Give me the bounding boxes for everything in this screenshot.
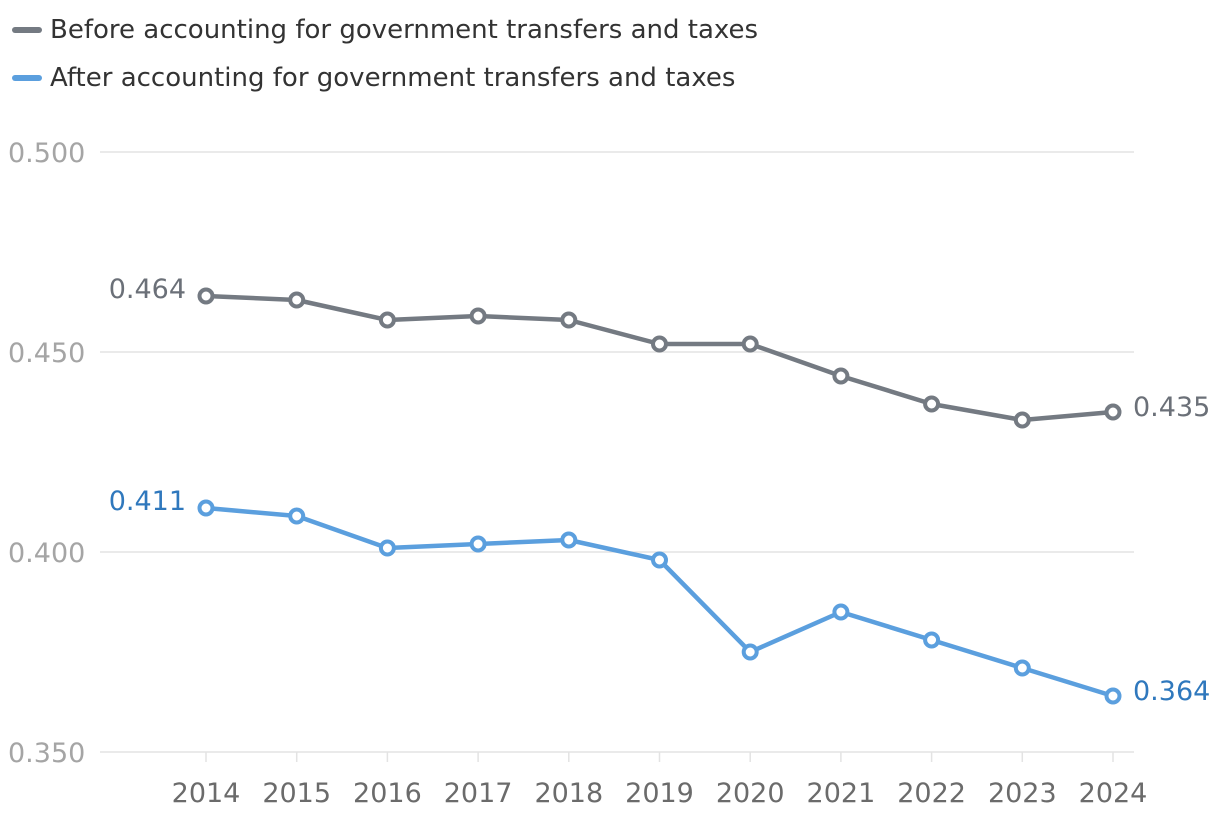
point-after-2019 bbox=[651, 551, 668, 569]
point-before-2014 bbox=[197, 287, 215, 305]
legend: Before accounting for government transfe… bbox=[12, 10, 758, 106]
point-before-2018 bbox=[560, 311, 578, 329]
point-after-2016 bbox=[378, 539, 396, 557]
start-label-before: 0.464 bbox=[109, 274, 186, 305]
x-tick-label-2023: 2023 bbox=[988, 778, 1057, 809]
x-tick-label-2018: 2018 bbox=[534, 778, 603, 809]
point-after-2017 bbox=[469, 535, 487, 553]
x-tick-label-2017: 2017 bbox=[444, 778, 513, 809]
legend-item-before: Before accounting for government transfe… bbox=[12, 10, 758, 50]
series-line-before bbox=[203, 293, 1116, 423]
point-before-2023 bbox=[1013, 411, 1031, 429]
x-tick-label-2024: 2024 bbox=[1079, 778, 1148, 809]
point-before-2019 bbox=[651, 335, 668, 353]
y-tick-label-0.400: 0.400 bbox=[8, 538, 85, 569]
legend-label-before: Before accounting for government transfe… bbox=[50, 15, 759, 45]
x-tick-label-2016: 2016 bbox=[353, 778, 422, 809]
legend-item-after: After accounting for government transfer… bbox=[12, 58, 758, 98]
y-tick-label-0.350: 0.350 bbox=[8, 738, 85, 769]
y-tick-label-0.450: 0.450 bbox=[8, 338, 85, 369]
start-label-after: 0.411 bbox=[109, 486, 186, 517]
point-before-2015 bbox=[288, 291, 306, 309]
label-layer: 0.464 0.435 0.411 0.364 bbox=[109, 274, 1211, 707]
point-after-2015 bbox=[288, 507, 306, 525]
series-layer bbox=[197, 287, 1122, 705]
y-tick-label-0.500: 0.500 bbox=[8, 138, 85, 169]
point-before-2020 bbox=[741, 335, 759, 353]
point-before-2024 bbox=[1104, 403, 1122, 421]
x-tick-label-2020: 2020 bbox=[716, 778, 785, 809]
grid-layer bbox=[100, 151, 1134, 753]
point-after-2021 bbox=[832, 603, 850, 621]
end-label-after: 0.364 bbox=[1133, 676, 1210, 707]
x-tick-label-2019: 2019 bbox=[625, 778, 694, 809]
point-after-2024 bbox=[1104, 687, 1122, 705]
legend-label-after: After accounting for government transfer… bbox=[50, 63, 736, 93]
legend-swatch-after bbox=[12, 75, 42, 81]
point-after-2014 bbox=[197, 499, 215, 517]
point-after-2022 bbox=[923, 631, 941, 649]
x-tick-label-2015: 2015 bbox=[262, 778, 331, 809]
point-before-2021 bbox=[832, 367, 850, 385]
series-line-after bbox=[203, 505, 1116, 699]
point-after-2023 bbox=[1013, 659, 1031, 677]
legend-swatch-before bbox=[12, 27, 42, 33]
point-after-2020 bbox=[741, 643, 759, 661]
x-tick-label-2014: 2014 bbox=[172, 778, 241, 809]
x-tick-label-2022: 2022 bbox=[897, 778, 966, 809]
x-tick-label-2021: 2021 bbox=[807, 778, 876, 809]
point-before-2022 bbox=[923, 395, 941, 413]
point-before-2017 bbox=[469, 307, 487, 325]
point-after-2018 bbox=[560, 531, 578, 549]
end-label-before: 0.435 bbox=[1133, 392, 1210, 423]
axis-layer: 0.500 0.450 0.400 0.350 2014 2015 2016 2017 2018… bbox=[8, 138, 1147, 809]
point-before-2016 bbox=[378, 311, 396, 329]
